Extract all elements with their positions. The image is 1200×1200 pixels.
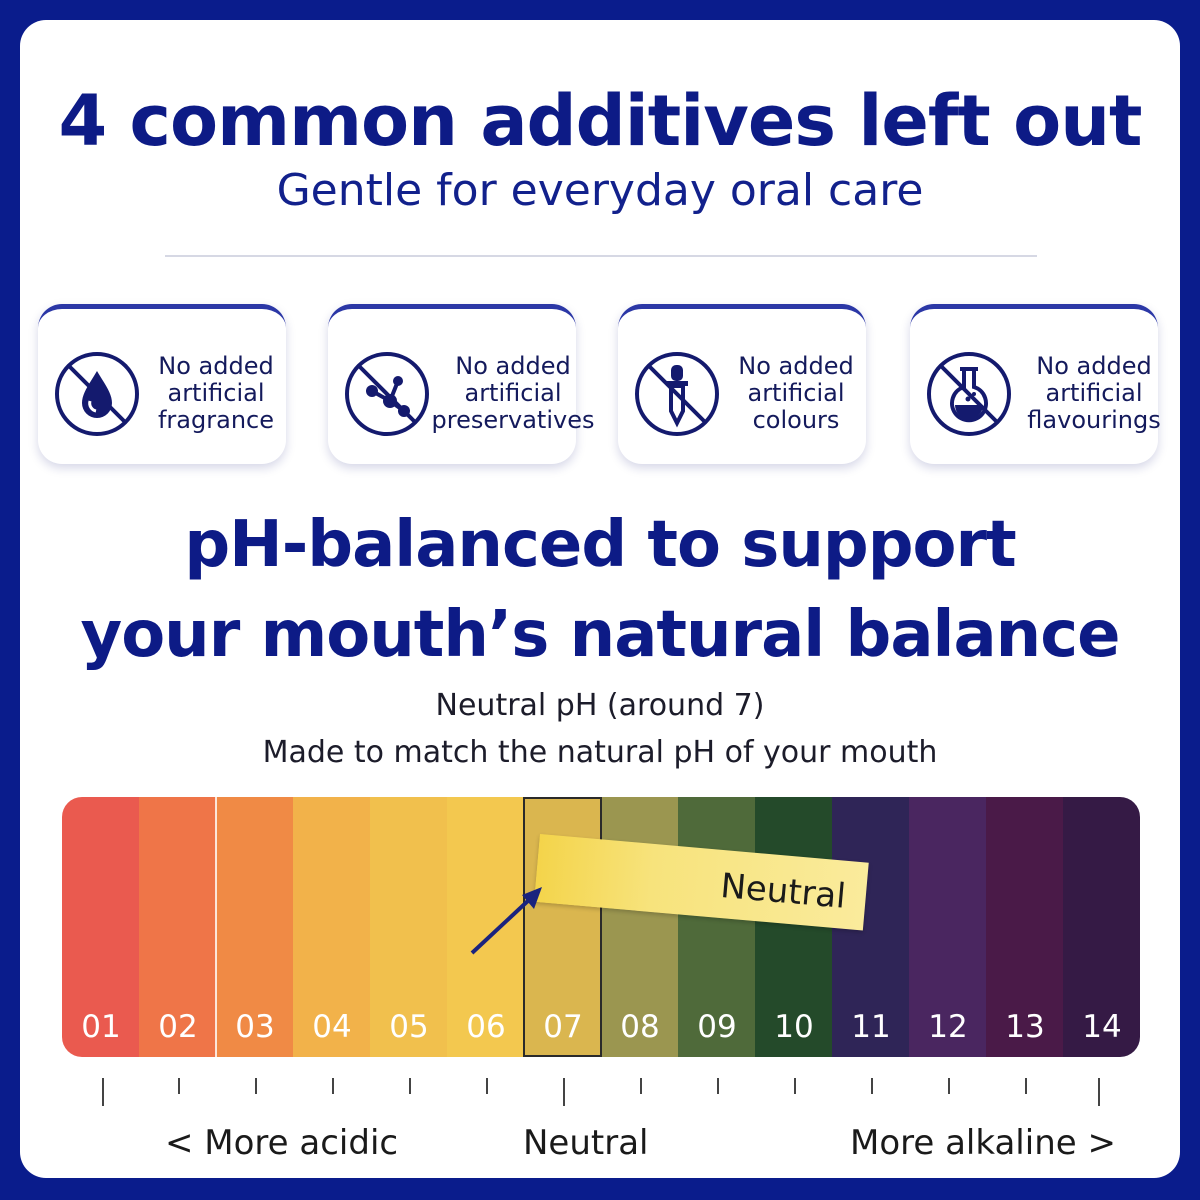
- ph-segment-number: 08: [620, 1009, 660, 1045]
- scale-tick: [1024, 1078, 1027, 1094]
- ph-segment: 06: [447, 797, 525, 1057]
- scale-tick: [254, 1078, 257, 1094]
- scale-tick: [639, 1078, 642, 1094]
- scale-ticks: [62, 1078, 1140, 1108]
- no-preservatives-molecule-icon: [342, 349, 432, 439]
- ph-segment: 04: [293, 797, 371, 1057]
- badge-label: No added artificial flavourings: [1027, 352, 1161, 434]
- badge-label: No added artificial colours: [738, 352, 854, 434]
- ph-segment: 05: [370, 797, 448, 1057]
- ph-subheading-2: Made to match the natural pH of your mou…: [262, 735, 938, 770]
- ph-segment-number: 10: [774, 1009, 814, 1045]
- ph-segment-number: 01: [81, 1009, 121, 1045]
- ph-heading: pH-balanced to support your mouth’s natu…: [80, 508, 1120, 672]
- axis-label-neutral: Neutral: [523, 1123, 649, 1163]
- badge-label: No added artificial fragrance: [157, 352, 274, 434]
- ph-segment: 08: [601, 797, 679, 1057]
- infographic-card: 4 common additives left out Gentle for e…: [20, 20, 1180, 1178]
- badge-fragrance: No added artificial fragrance: [38, 304, 286, 464]
- badge-label: No added artificial preservatives: [431, 352, 595, 434]
- scale-tick: [102, 1078, 104, 1106]
- ph-segment-number: 05: [389, 1009, 429, 1045]
- scale-tick: [793, 1078, 796, 1094]
- neutral-highlight-box: [523, 797, 602, 1057]
- ph-segment: 13: [986, 797, 1064, 1057]
- ph-segment-number: 02: [158, 1009, 198, 1045]
- ph-segment-number: 07: [543, 1009, 583, 1045]
- scale-tick: [408, 1078, 411, 1094]
- scale-tick: [331, 1078, 334, 1094]
- ph-segment: 12: [909, 797, 987, 1057]
- scale-tick: [870, 1078, 873, 1094]
- ph-segment: 02: [139, 797, 217, 1057]
- ph-segment-number: 09: [697, 1009, 737, 1045]
- page-subtitle: Gentle for everyday oral care: [276, 165, 924, 216]
- badge-flavourings: No added artificial flavourings: [910, 304, 1161, 464]
- ph-subheading-1: Neutral pH (around 7): [435, 688, 765, 723]
- scale-tick: [562, 1078, 565, 1106]
- badge-colours: No added artificial colours: [618, 304, 866, 464]
- ph-segment-number: 14: [1082, 1009, 1122, 1045]
- axis-label-alkaline: More alkaline >: [850, 1123, 1116, 1163]
- scale-tick: [1098, 1078, 1100, 1106]
- page-title: 4 common additives left out: [58, 80, 1142, 162]
- ph-segment: 03: [216, 797, 294, 1057]
- scale-tick: [177, 1078, 180, 1094]
- scale-tick: [485, 1078, 488, 1094]
- ph-segment-number: 04: [312, 1009, 352, 1045]
- no-colours-dropper-icon: [632, 349, 722, 439]
- ph-segment-number: 13: [1005, 1009, 1045, 1045]
- neutral-tag-label: Neutral: [718, 866, 848, 917]
- ph-segment: 01: [62, 797, 140, 1057]
- divider: [165, 255, 1037, 257]
- scale-tick: [947, 1078, 950, 1094]
- segment-separator: [215, 797, 217, 1057]
- ph-segment-number: 03: [235, 1009, 275, 1045]
- no-fragrance-drop-icon: [52, 349, 142, 439]
- axis-label-acidic: < More acidic: [165, 1123, 399, 1163]
- scale-tick: [716, 1078, 719, 1094]
- ph-segment-number: 06: [466, 1009, 506, 1045]
- ph-segment-number: 11: [851, 1009, 891, 1045]
- ph-segment-number: 12: [928, 1009, 968, 1045]
- ph-scale: 01 02 03 04 05 06 07 08 09 10 11 12 13 14 Neutral: [62, 797, 1140, 1057]
- no-flavourings-flask-icon: [924, 349, 1014, 439]
- ph-segment: 10: [755, 797, 833, 1057]
- arrow-icon: [470, 887, 542, 955]
- ph-segment: 14: [1063, 797, 1140, 1057]
- ph-segment: 09: [678, 797, 756, 1057]
- badge-preservatives: No added artificial preservatives: [328, 304, 594, 464]
